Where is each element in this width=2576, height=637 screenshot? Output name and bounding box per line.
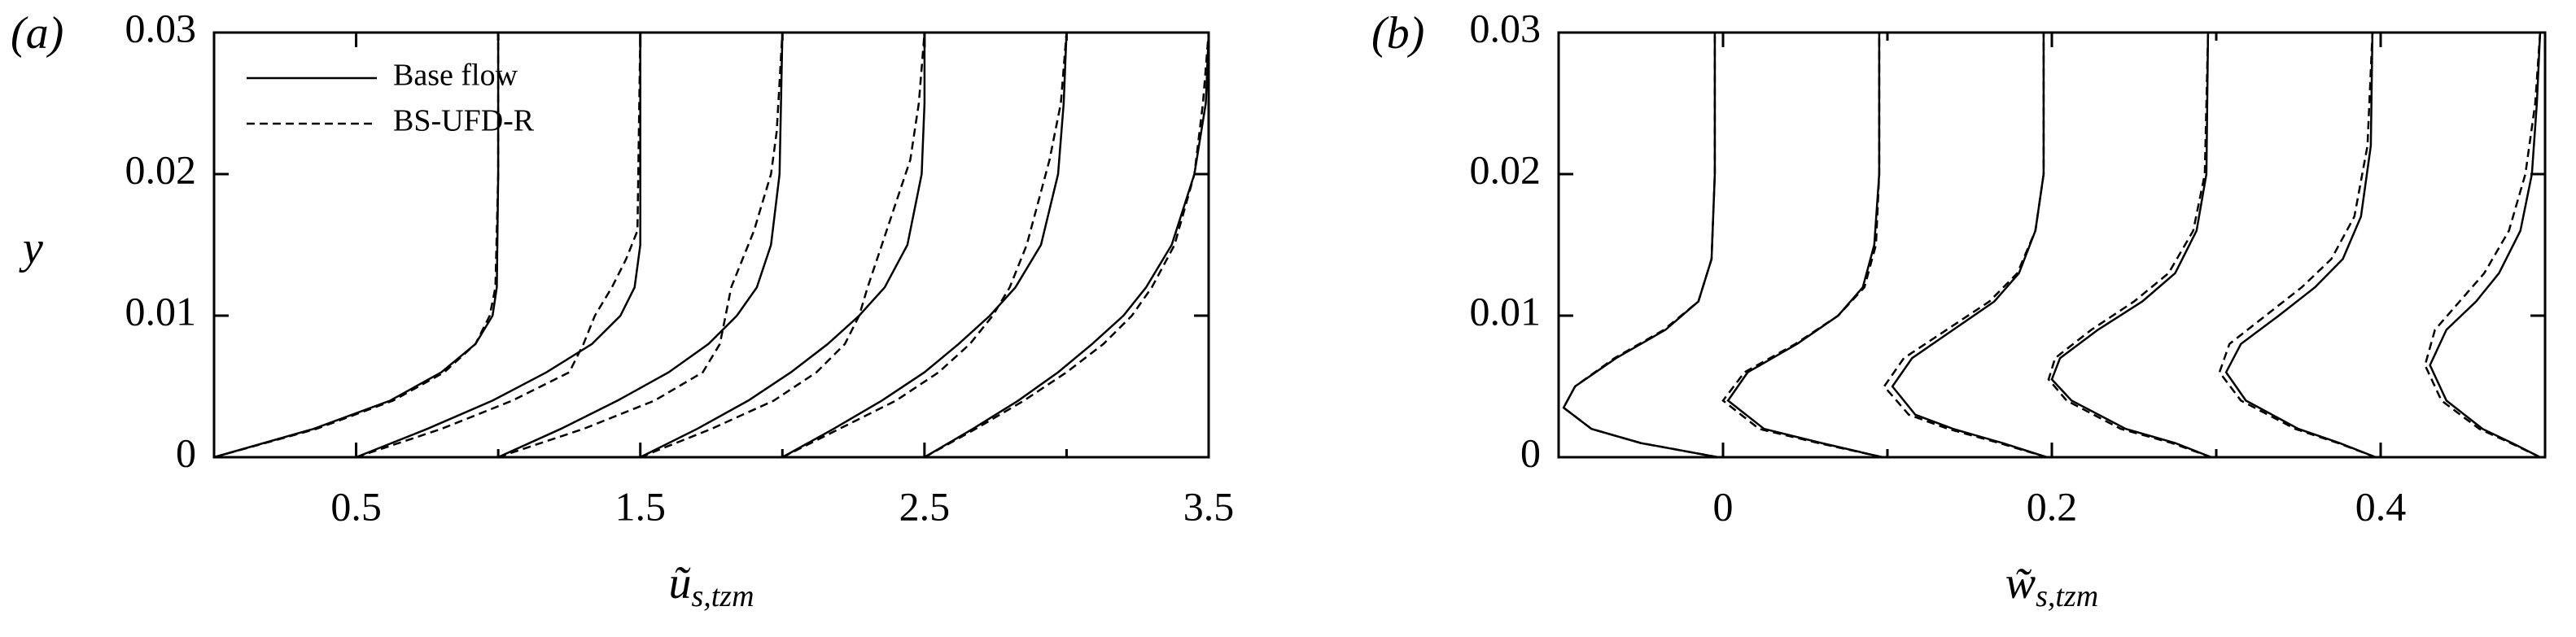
- profile-line: [213, 33, 500, 459]
- y-tick-label: 0: [176, 430, 196, 475]
- y-tick-label: 0: [1520, 430, 1541, 475]
- y-tick-label: 0.02: [125, 146, 197, 192]
- x-axis-symbol: ũ: [668, 558, 691, 609]
- profile-line: [1883, 33, 2048, 459]
- profile-line: [2047, 32, 2212, 459]
- profile-line: [1726, 33, 1883, 459]
- profile-line: [781, 32, 1068, 459]
- profile-line: [1721, 33, 1883, 459]
- x-tick-label: 0.4: [2355, 483, 2407, 529]
- profile-line: [497, 32, 784, 459]
- x-axis-subscript: s,tzm: [2036, 579, 2098, 613]
- profile-line: [497, 32, 784, 459]
- profile-line: [781, 32, 1068, 459]
- x-axis-subscript: s,tzm: [691, 579, 754, 613]
- y-tick-label: 0.01: [125, 288, 197, 334]
- plot-frame: [1557, 31, 2547, 459]
- y-tick-label: 0.02: [1470, 146, 1542, 192]
- y-tick-label: 0.03: [125, 5, 197, 50]
- profile-line: [213, 33, 500, 459]
- profile-line: [2050, 32, 2212, 459]
- x-tick-label: 0.2: [2027, 483, 2078, 529]
- profile-line: [2429, 32, 2542, 459]
- profile-line: [2224, 32, 2377, 459]
- x-axis-label: w̃s,tzm: [2005, 558, 2098, 613]
- profile-line: [356, 33, 641, 459]
- y-tick-label: 0.03: [1470, 5, 1542, 50]
- panel-label: (b): [1371, 8, 1424, 59]
- x-axis-label: ũs,tzm: [668, 558, 754, 613]
- y-tick-label: 0.01: [1470, 288, 1542, 334]
- profile-line: [2424, 32, 2542, 459]
- x-tick-label: 0.5: [330, 483, 382, 529]
- profile-line: [2218, 32, 2377, 459]
- profile-line: [1562, 33, 1719, 459]
- legend-label: Base flow: [393, 59, 518, 93]
- x-tick-label: 1.5: [614, 483, 666, 529]
- profile-line: [924, 32, 1210, 459]
- panel-label: (a): [11, 8, 63, 59]
- x-tick-label: 0: [1713, 483, 1734, 529]
- legend-label: BS-UFD-R: [393, 104, 535, 138]
- profile-line: [1562, 33, 1719, 459]
- x-tick-label: 2.5: [899, 483, 951, 529]
- y-axis-label: y: [19, 223, 43, 273]
- profile-line: [1891, 33, 2048, 459]
- profile-line: [356, 32, 641, 459]
- profile-line: [640, 32, 926, 459]
- profile-line: [924, 32, 1210, 459]
- plot-frame: [212, 31, 1210, 459]
- x-tick-label: 3.5: [1183, 483, 1235, 529]
- x-axis-symbol: w̃: [2005, 558, 2036, 609]
